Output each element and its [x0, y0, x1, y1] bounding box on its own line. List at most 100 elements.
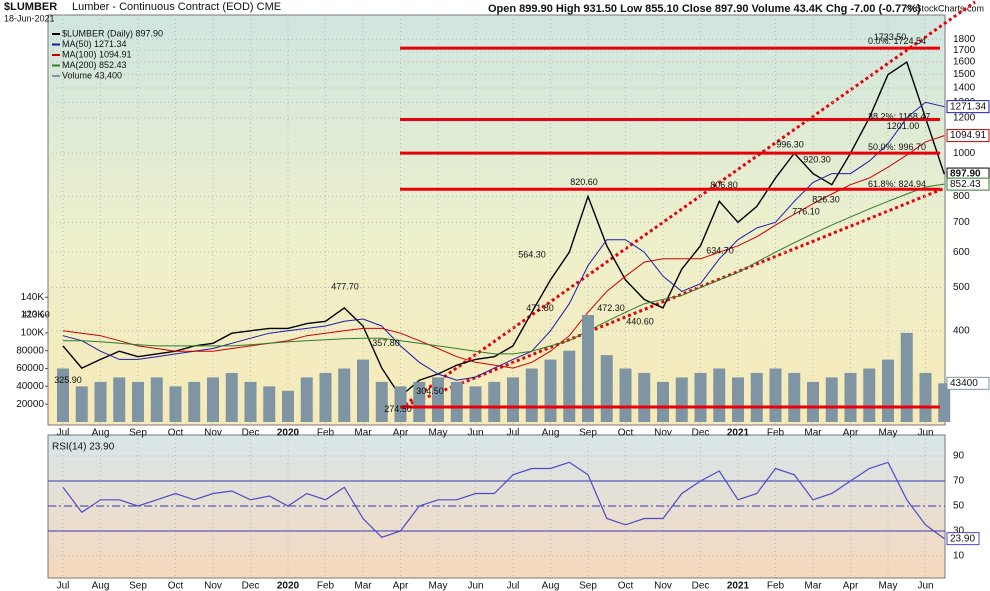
volume-bar [900, 332, 913, 422]
y-tick-label: 90 [953, 451, 965, 462]
x-tick-label: Jun [467, 581, 483, 591]
volume-bar [657, 381, 669, 422]
volume-bar [207, 377, 219, 422]
last-value-label: 852.43 [950, 179, 981, 190]
x-tick-label: Aug [92, 428, 110, 439]
price-annotation: 274.50 [384, 404, 412, 414]
x-tick-label: Apr [393, 428, 409, 439]
y-tick-label: 1500 [953, 69, 976, 80]
x-tick-label: May [879, 428, 898, 439]
y-tick-label: 50 [953, 501, 965, 512]
volume-bar [188, 381, 201, 422]
volume-bar [619, 368, 632, 422]
x-tick-label: 2020 [277, 428, 300, 439]
x-tick-label: Dec [242, 428, 260, 439]
x-tick-label: Nov [204, 581, 222, 591]
x-tick-label: May [879, 581, 898, 591]
price-annotation: 564.30 [518, 249, 546, 259]
x-tick-label: Nov [654, 581, 672, 591]
y2-tick-label: 140K [21, 292, 45, 303]
y2-tick-label: 20000 [16, 399, 44, 410]
x-tick-label: Mar [354, 428, 372, 439]
x-tick-label: Jul [57, 428, 70, 439]
last-value-box [946, 532, 980, 546]
volume-bar [863, 368, 876, 422]
y-tick-label: 10 [953, 551, 965, 562]
price-annotation: 357.80 [372, 338, 400, 348]
price-annotation: 325.90 [54, 375, 82, 385]
ticker: $LUMBER [4, 1, 57, 13]
y2-tick-label: 60000 [16, 363, 44, 374]
y-tick-label: 600 [953, 247, 970, 258]
fib-label: 0.0%: 1724.54 [868, 36, 926, 46]
volume-bar [225, 372, 238, 422]
volume-bar [263, 386, 276, 422]
y-tick-label: 1600 [953, 57, 976, 68]
x-tick-label: Nov [204, 428, 222, 439]
volume-bar [75, 386, 88, 422]
y-tick-label: 70 [953, 476, 965, 487]
x-tick-label: Dec [242, 581, 260, 591]
volume-bar [488, 381, 501, 422]
x-tick-label: Oct [618, 428, 634, 439]
y-tick-label: 1000 [953, 148, 976, 159]
volume-bar [582, 315, 594, 422]
x-tick-label: Jul [507, 581, 520, 591]
x-tick-label: May [429, 428, 448, 439]
x-tick-label: 2021 [727, 581, 750, 591]
x-tick-label: Dec [692, 428, 710, 439]
volume-bar [244, 381, 257, 422]
x-tick-label: Mar [354, 581, 372, 591]
last-value-box [946, 376, 990, 390]
date: 18-Jun-2021 [4, 13, 55, 23]
last-value-box [946, 100, 990, 114]
volume-bar [675, 377, 688, 422]
x-tick-label: Feb [767, 428, 785, 439]
price-annotation: 477.70 [331, 282, 359, 292]
price-panel [47, 14, 946, 426]
legend-label: $LUMBER (Daily) 897.90 [62, 28, 163, 38]
x-tick-label: Apr [843, 428, 859, 439]
x-tick-label: Apr [843, 581, 859, 591]
volume-bar [694, 372, 707, 422]
volume-bar [169, 386, 182, 422]
x-tick-label: Sep [579, 428, 597, 439]
x-tick-label: Nov [654, 428, 672, 439]
last-value-label: 43400 [950, 378, 978, 389]
legend-label: MA(100) 1094.91 [62, 49, 132, 59]
x-tick-label: Aug [542, 428, 560, 439]
price-annotation: 440.60 [626, 316, 654, 326]
series-line [63, 183, 945, 355]
volume-bar [844, 372, 857, 422]
volume-bar [300, 377, 313, 422]
last-value-label: 1271.34 [950, 101, 987, 112]
x-tick-label: May [429, 581, 448, 591]
last-value-box [946, 129, 990, 143]
price-annotation: 634.70 [706, 246, 734, 256]
x-tick-label: Oct [168, 428, 184, 439]
series-line [62, 135, 945, 369]
x-tick-label: 2020 [277, 581, 300, 591]
price-annotation: 920.30 [803, 155, 831, 165]
y-tick-label: 500 [953, 282, 970, 293]
x-tick-label: Sep [129, 428, 147, 439]
y2-tick-label: 120K [21, 310, 45, 321]
volume-bar [319, 372, 332, 422]
volume-bar [563, 350, 576, 422]
volume-bar [150, 377, 163, 422]
volume-bar [507, 377, 519, 422]
volume-bar [375, 381, 388, 422]
x-tick-label: Jul [507, 428, 520, 439]
price-annotation: 996.30 [776, 139, 804, 149]
volume-bar [788, 372, 801, 422]
volume-bar [638, 372, 651, 422]
x-tick-label: Jun [917, 428, 933, 439]
price-annotation: 413.60 [22, 310, 50, 320]
volume-bar [94, 381, 107, 422]
legend-label: Volume 43,400 [62, 70, 122, 80]
x-tick-label: Oct [618, 581, 634, 591]
last-value-box [946, 177, 990, 191]
volume-bar [825, 377, 838, 422]
price-annotation: 471.80 [526, 303, 554, 313]
volume-bar [394, 386, 407, 422]
